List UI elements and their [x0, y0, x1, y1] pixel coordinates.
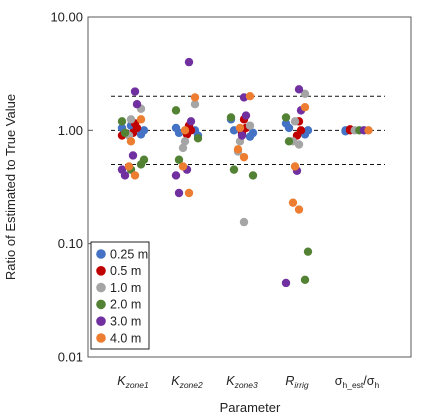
legend-box	[90, 241, 150, 350]
data-point	[120, 128, 130, 138]
data-point	[128, 151, 138, 160]
data-point	[174, 155, 184, 164]
data-point	[281, 113, 291, 122]
data-point	[136, 115, 146, 124]
data-point	[294, 140, 304, 149]
data-point	[364, 126, 373, 135]
data-point	[229, 165, 239, 174]
data-point	[239, 152, 249, 162]
y-tick-label: 0.10	[58, 236, 83, 251]
data-point	[288, 198, 298, 207]
legend-label: 3.0 m	[110, 315, 141, 329]
data-point	[136, 130, 146, 139]
data-point	[248, 171, 258, 180]
x-category-label: σh_est/σh	[335, 374, 380, 390]
data-point	[245, 121, 255, 130]
data-point	[132, 100, 142, 109]
data-point	[171, 106, 181, 115]
data-point	[136, 160, 146, 169]
data-point	[284, 123, 294, 133]
x-category-label: Kzone1	[117, 374, 149, 390]
data-point	[241, 111, 251, 120]
data-point	[171, 171, 181, 180]
data-point	[284, 137, 294, 146]
x-axis-categories: Kzone1 Kzone2 Kzone3 Rirrig σh_est/σh	[117, 374, 379, 390]
data-point	[180, 137, 190, 146]
legend-marker	[96, 249, 106, 259]
legend-marker	[96, 333, 106, 343]
data-point	[126, 137, 136, 146]
data-point	[180, 126, 190, 135]
legend-label: 0.25 m	[110, 247, 148, 261]
data-point	[190, 100, 200, 109]
y-tick-label: 1.00	[58, 123, 83, 138]
data-point	[237, 131, 247, 140]
data-point	[300, 275, 310, 284]
data-point	[120, 171, 130, 180]
legend-label: 2.0 m	[110, 298, 141, 312]
data-point	[245, 92, 255, 101]
data-point	[174, 188, 184, 198]
y-axis-title: Ratio of Estimated to True Value	[3, 94, 18, 280]
data-point	[184, 57, 194, 67]
legend-marker	[96, 299, 106, 310]
x-category-label: Kzone3	[226, 374, 258, 390]
data-point	[290, 117, 300, 126]
legend-marker	[96, 266, 106, 276]
legend-marker	[96, 316, 106, 327]
legend-label: 1.0 m	[110, 281, 141, 295]
y-axis: 0.01 0.10 1.00 10.00	[50, 10, 93, 365]
data-point	[300, 89, 310, 99]
data-point	[130, 171, 140, 180]
data-point	[178, 143, 188, 153]
plot-area	[87, 16, 412, 358]
data-point	[117, 117, 127, 126]
data-point	[233, 145, 243, 154]
x-axis-title: Parameter	[220, 400, 281, 415]
data-point	[294, 85, 304, 94]
x-category-label: Rirrig	[285, 374, 308, 390]
data-point	[130, 87, 140, 96]
data-point	[281, 278, 291, 288]
data-point	[235, 123, 245, 133]
data-point	[178, 162, 188, 171]
legend-label: 4.0 m	[110, 331, 141, 345]
legend-marker	[96, 282, 106, 293]
data-point	[190, 93, 200, 102]
data-point	[226, 113, 236, 122]
data-point	[126, 115, 136, 124]
data-point	[186, 117, 196, 126]
y-tick-label: 10.00	[50, 10, 83, 25]
data-point	[300, 102, 310, 112]
legend-label: 0.5 m	[110, 264, 141, 278]
y-tick-label: 0.01	[58, 350, 83, 365]
data-point	[124, 162, 134, 171]
data-point	[290, 162, 300, 171]
legend: 0.25 m 0.5 m 1.0 m 2.0 m 3.0 m 4.0 m	[90, 241, 150, 350]
data-point	[303, 247, 313, 256]
data-point	[245, 132, 255, 141]
data-points	[117, 57, 373, 288]
data-point	[239, 217, 249, 227]
data-point	[193, 134, 203, 143]
data-point	[184, 188, 194, 198]
x-category-label: Kzone2	[171, 374, 203, 390]
data-point	[294, 205, 304, 214]
